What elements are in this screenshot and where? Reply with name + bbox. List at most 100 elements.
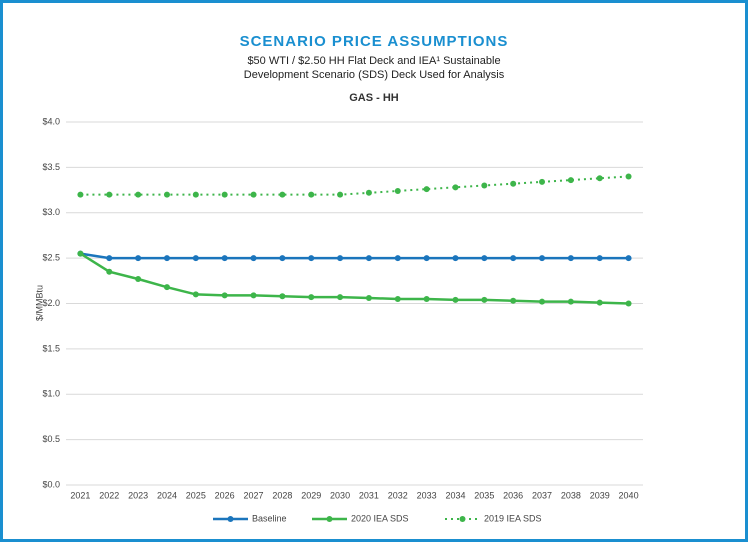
point <box>337 255 344 262</box>
y-tick-label: $1.5 <box>42 343 60 353</box>
point <box>510 297 517 304</box>
point <box>279 255 286 262</box>
point <box>163 191 170 198</box>
point <box>337 191 344 198</box>
x-tick-label: 2028 <box>272 490 292 500</box>
x-tick-label: 2022 <box>99 490 119 500</box>
point <box>625 173 632 180</box>
point <box>539 178 546 185</box>
point <box>250 292 257 299</box>
point <box>596 299 603 306</box>
point <box>452 184 459 191</box>
point <box>567 255 574 262</box>
point <box>539 255 546 262</box>
x-tick-label: 2032 <box>388 490 408 500</box>
point <box>596 175 603 182</box>
point <box>308 294 315 301</box>
x-tick-label: 2027 <box>244 490 264 500</box>
point <box>135 255 142 262</box>
point <box>106 255 113 262</box>
point <box>452 255 459 262</box>
x-tick-label: 2025 <box>186 490 206 500</box>
point <box>192 191 199 198</box>
legend-label: 2020 IEA SDS <box>351 513 409 523</box>
x-tick-label: 2036 <box>503 490 523 500</box>
point <box>192 255 199 262</box>
point <box>596 255 603 262</box>
legend-label: Baseline <box>252 513 287 523</box>
legend-marker <box>459 516 466 522</box>
x-tick-label: 2026 <box>215 490 235 500</box>
point <box>365 189 372 196</box>
point <box>365 255 372 262</box>
y-tick-label: $0.0 <box>42 479 60 489</box>
point <box>77 191 84 198</box>
point <box>567 177 574 184</box>
x-tick-label: 2035 <box>474 490 494 500</box>
point <box>510 255 517 262</box>
point <box>279 293 286 300</box>
point <box>279 191 286 198</box>
x-tick-label: 2034 <box>445 490 465 500</box>
point <box>135 275 142 282</box>
x-tick-label: 2023 <box>128 490 148 500</box>
point <box>510 180 517 187</box>
x-tick-label: 2030 <box>330 490 350 500</box>
x-tick-label: 2033 <box>417 490 437 500</box>
point <box>423 295 430 302</box>
point <box>539 298 546 305</box>
y-tick-label: $2.0 <box>42 298 60 308</box>
point <box>423 255 430 262</box>
x-tick-label: 2029 <box>301 490 321 500</box>
point <box>163 284 170 291</box>
point <box>481 255 488 262</box>
point <box>567 298 574 305</box>
x-tick-label: 2024 <box>157 490 177 500</box>
point <box>625 300 632 307</box>
point <box>250 191 257 198</box>
point <box>394 187 401 194</box>
y-axis-label: $/MMBtu <box>34 285 44 321</box>
point <box>308 191 315 198</box>
point <box>625 255 632 262</box>
legend-marker <box>326 516 333 522</box>
x-tick-label: 2040 <box>619 490 639 500</box>
point <box>106 268 113 275</box>
point <box>423 186 430 193</box>
point <box>192 291 199 298</box>
series-line <box>80 175 629 196</box>
point <box>221 292 228 299</box>
x-tick-label: 2037 <box>532 490 552 500</box>
point <box>481 296 488 303</box>
y-tick-label: $1.0 <box>42 389 60 399</box>
x-tick-label: 2031 <box>359 490 379 500</box>
y-tick-label: $3.5 <box>42 162 60 172</box>
point <box>308 255 315 262</box>
y-tick-label: $4.0 <box>42 116 60 126</box>
point <box>394 295 401 302</box>
legend-label: 2019 IEA SDS <box>484 513 542 523</box>
point <box>250 255 257 262</box>
series-line <box>80 252 629 260</box>
point <box>337 294 344 301</box>
point <box>106 191 113 198</box>
x-tick-label: 2021 <box>70 490 90 500</box>
point <box>481 182 488 189</box>
point <box>221 191 228 198</box>
y-tick-label: $0.5 <box>42 434 60 444</box>
x-tick-label: 2038 <box>561 490 581 500</box>
point <box>77 250 84 257</box>
chart-title: GAS - HH <box>349 92 399 104</box>
y-tick-label: $3.0 <box>42 207 60 217</box>
y-tick-label: $2.5 <box>42 253 60 263</box>
point <box>221 255 228 262</box>
x-tick-label: 2039 <box>590 490 610 500</box>
subtitle: $50 WTI / $2.50 HH Flat Deck and IEA¹ Su… <box>247 55 500 67</box>
point <box>365 295 372 302</box>
point <box>394 255 401 262</box>
series-line <box>79 252 629 305</box>
point <box>452 296 459 303</box>
point <box>163 255 170 262</box>
